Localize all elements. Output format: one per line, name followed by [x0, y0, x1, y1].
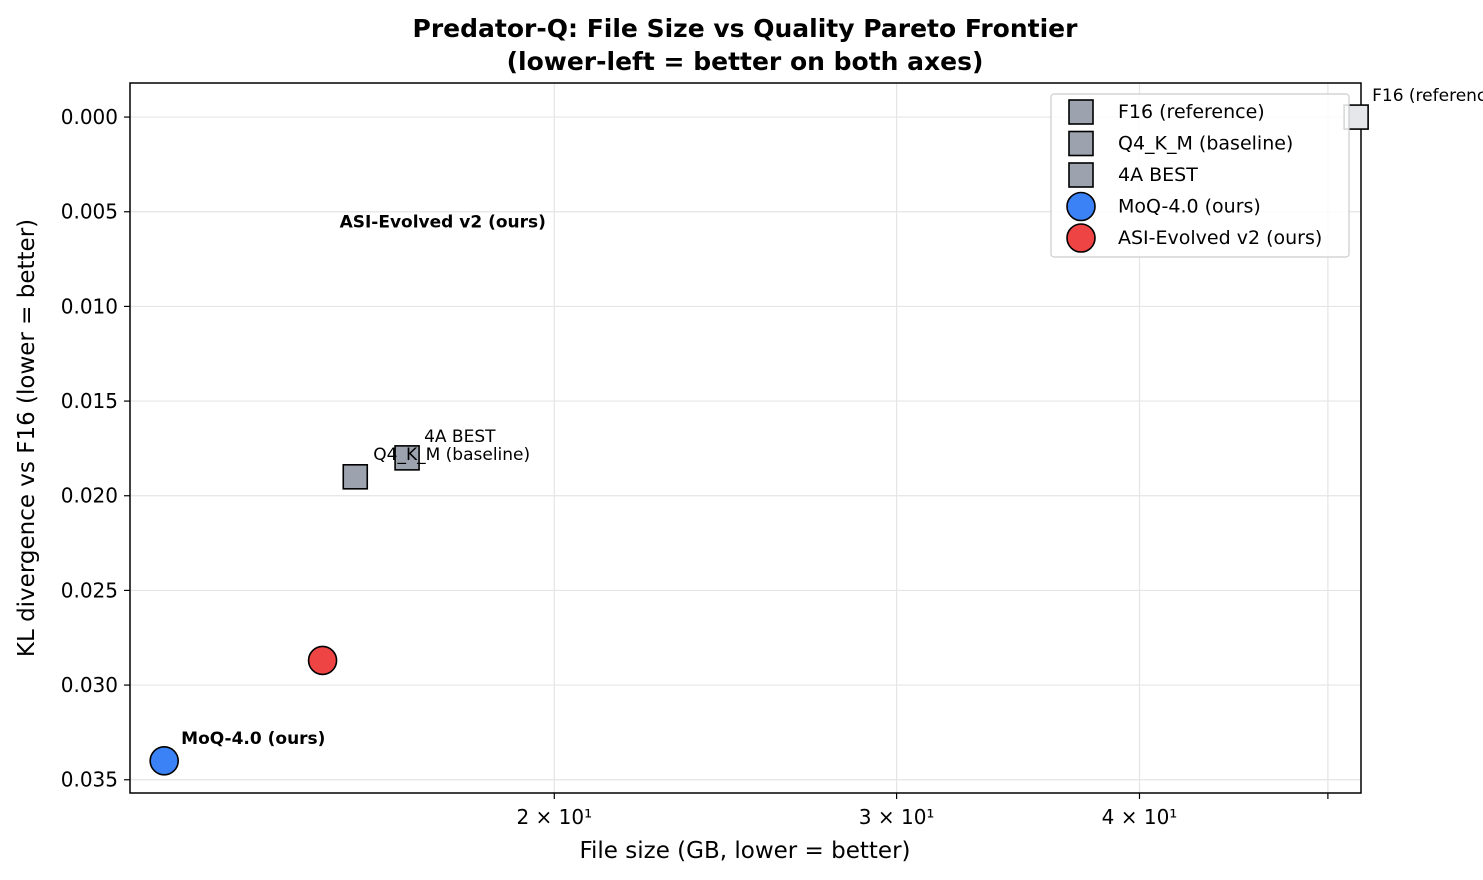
legend-frame: [1050, 93, 1350, 258]
y-tick-label: 0.035: [61, 768, 118, 792]
legend-label: Q4_K_M (baseline): [1118, 133, 1293, 155]
chart-subtitle: (lower-left = better on both axes): [507, 47, 984, 76]
legend-label: MoQ-4.0 (ours): [1118, 196, 1261, 218]
legend-marker-circle: [1066, 191, 1096, 222]
chart-title: Predator-Q: File Size vs Quality Pareto …: [413, 14, 1079, 43]
point-annotation: ASI-Evolved v2 (ours): [340, 212, 546, 232]
legend-marker-square: [1068, 130, 1094, 157]
data-point-circle: [307, 645, 338, 676]
data-point-square: [342, 464, 369, 490]
x-axis-label: File size (GB, lower = better): [579, 838, 910, 864]
y-tick-label: 0.010: [61, 294, 118, 318]
y-tick-label: 0.005: [61, 200, 118, 224]
y-tick-label: 0.000: [61, 105, 118, 129]
plot-frame: [129, 82, 1362, 794]
point-annotation: 4A BEST: [424, 427, 496, 447]
y-tick-label: 0.030: [61, 673, 118, 697]
labels-layer: F16 (reference)Q4_K_M (baseline)4A BESTM…: [181, 86, 1483, 749]
y-tick-label: 0.020: [61, 484, 118, 508]
legend: F16 (reference) Q4_K_M (baseline) 4A BEST M…: [1050, 93, 1350, 258]
data-point-circle: [149, 746, 179, 776]
y-tick-label: 0.025: [61, 578, 118, 602]
points-layer: [149, 104, 1369, 776]
y-tick-label: 0.015: [61, 389, 118, 413]
ticks-layer: 0.000 0.005 0.010 0.015 0.020 0.025 0.030 0.035…: [61, 105, 1329, 829]
x-tick-label: 3 × 10¹: [859, 805, 935, 829]
y-axis-label: KL divergence vs F16 (lower = better): [14, 219, 40, 657]
x-tick-label: 2 × 10¹: [516, 805, 592, 829]
legend-label: 4A BEST: [1118, 164, 1198, 186]
legend-label: ASI-Evolved v2 (ours): [1118, 227, 1322, 249]
x-tick-label: 4 × 10¹: [1102, 805, 1178, 829]
point-annotation: Q4_K_M (baseline): [373, 445, 530, 465]
data-point-square: [394, 445, 420, 471]
point-annotation: MoQ-4.0 (ours): [181, 729, 325, 749]
legend-label: F16 (reference): [1118, 101, 1265, 123]
legend-marker-circle: [1066, 223, 1096, 253]
legend-marker-square: [1068, 162, 1094, 188]
point-annotation: F16 (reference): [1372, 86, 1483, 106]
legend-marker-square: [1068, 99, 1094, 125]
